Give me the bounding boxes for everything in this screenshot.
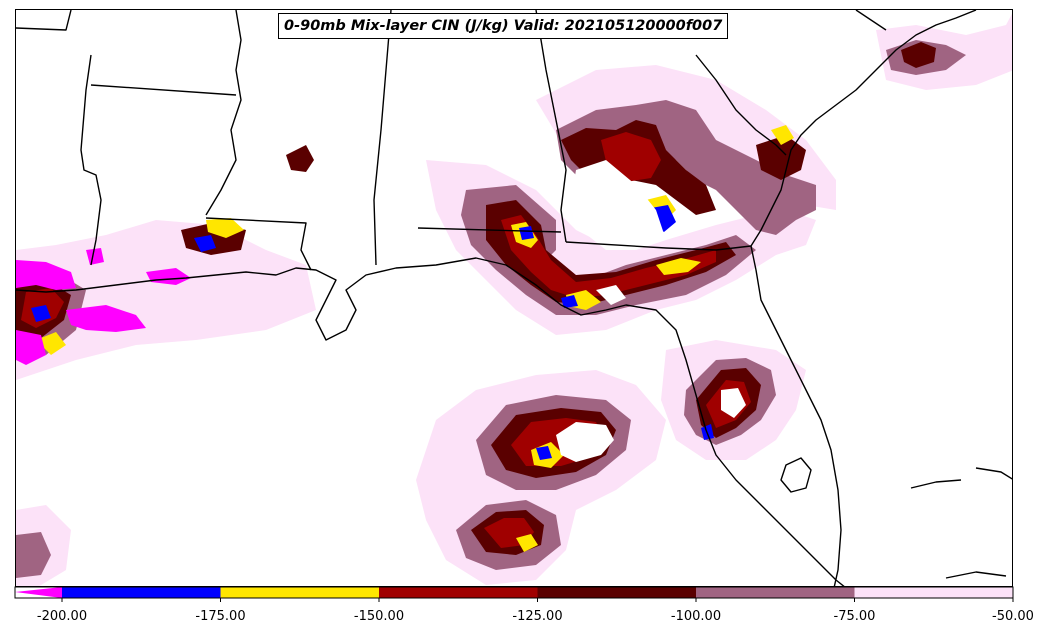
colorbar-tick-label-1: -175.00 xyxy=(195,609,246,624)
colorbar xyxy=(14,586,1014,602)
colorbar-frame xyxy=(14,586,1014,599)
map-title: 0-90mb Mix-layer CIN (J/kg) Valid: 20210… xyxy=(278,13,729,39)
colorbar-tick-label-3: -125.00 xyxy=(512,609,563,624)
colorbar-tick-label-5: -75.00 xyxy=(833,609,876,624)
colorbar-ticks xyxy=(61,598,1014,602)
cin-region-magenta-west-b xyxy=(66,305,146,332)
coastline-atlantic xyxy=(750,10,977,247)
lake-okeechobee xyxy=(780,457,812,493)
cin-field-magenta xyxy=(16,248,191,365)
colorbar-tick-label-4: -100.00 xyxy=(670,609,722,624)
cin-hole-florida xyxy=(721,388,746,418)
cin-region-blue-panhandle xyxy=(519,226,534,240)
coastline-gulf-west xyxy=(16,257,845,586)
state-border-ar-la xyxy=(90,84,237,96)
cin-region-darkred-north xyxy=(286,145,314,172)
cin-hole-georgia xyxy=(571,160,666,250)
colorbar-bin-0 xyxy=(62,587,221,598)
cin-region-mauve-southwest xyxy=(16,532,51,578)
coastline-bahamas-b xyxy=(975,467,1012,480)
colorbar-bins xyxy=(62,587,1013,598)
map-canvas xyxy=(16,10,1012,586)
colorbar-bin-5 xyxy=(854,587,1013,598)
colorbar-bin-2 xyxy=(379,587,538,598)
coastline-bahamas xyxy=(910,479,962,489)
state-border-ga-sc xyxy=(695,54,787,156)
colorbar-tick-label-2: -150.00 xyxy=(353,609,405,624)
colorbar-bin-3 xyxy=(537,587,696,598)
cin-region-blue-west xyxy=(194,235,216,252)
cin-region-yellow-west-b xyxy=(36,332,66,355)
state-border-ms-river xyxy=(205,10,242,216)
colorbar-tick-label-6: -50.00 xyxy=(992,609,1034,624)
state-border-al-fl xyxy=(417,227,562,233)
cin-region-blue-panhandle-b xyxy=(561,295,578,308)
colorbar-tick-label-0: -200.00 xyxy=(36,609,88,624)
cin-region-magenta-west xyxy=(16,260,76,290)
state-border-la-ms xyxy=(205,217,312,271)
coastline-florida-east xyxy=(750,245,842,586)
cin-region-darkred-northeast xyxy=(901,42,936,68)
cin-region-yellow-ne xyxy=(771,125,794,145)
state-border-ar-ok-tx xyxy=(16,10,72,31)
cin-region-blue-west-b xyxy=(31,305,51,322)
cin-region-blue-gulf xyxy=(536,446,552,460)
cin-hole-gulf-a xyxy=(556,422,614,462)
cin-region-red-panhandle xyxy=(501,215,716,298)
cin-region-magenta-west-c xyxy=(16,330,46,365)
colorbar-bin-1 xyxy=(220,587,379,598)
state-border-nc-sc xyxy=(855,10,887,31)
map-panel xyxy=(15,9,1013,587)
state-border-al-ga xyxy=(535,10,567,243)
cin-region-magenta-west-d xyxy=(146,268,191,285)
colorbar-extend-arrow xyxy=(15,587,62,598)
cin-hole-panhandle xyxy=(596,285,626,305)
state-border-ga-fl xyxy=(565,241,752,251)
cin-region-magenta-west-e xyxy=(86,248,104,265)
cin-field-light xyxy=(16,13,1012,586)
cin-region-yellow-gulf-b xyxy=(516,534,538,552)
cin-region-yellow-panhandle-c xyxy=(656,258,701,275)
colorbar-bin-4 xyxy=(696,587,855,598)
map-boundaries xyxy=(16,10,1012,586)
coastline-cuba xyxy=(945,571,1007,579)
state-border-ar-la-tx xyxy=(80,54,102,266)
state-border-ms-al xyxy=(373,10,392,266)
cin-holes xyxy=(556,160,746,462)
cin-region-yellow-west xyxy=(206,218,244,238)
